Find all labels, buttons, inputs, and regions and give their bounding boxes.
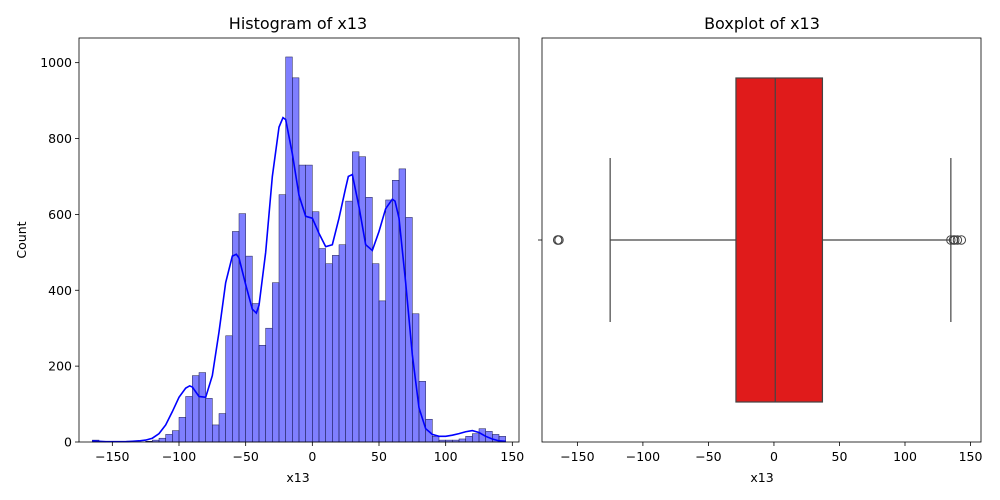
histogram-bar xyxy=(238,213,246,443)
boxplot-x-tick-label: −100 xyxy=(626,449,660,464)
histogram-bar xyxy=(352,151,360,443)
histogram-x-tick-label: 50 xyxy=(371,449,387,464)
histogram-bar xyxy=(312,211,320,443)
histogram-bar xyxy=(358,156,366,443)
histogram-bar xyxy=(185,396,193,443)
histogram-axes-frame xyxy=(78,37,520,443)
histogram-bar xyxy=(372,263,380,443)
histogram-bar xyxy=(285,56,293,443)
histogram-bar xyxy=(458,438,466,443)
boxplot-outlier-point xyxy=(946,235,956,245)
histogram-bar xyxy=(178,417,186,443)
histogram-x-tick-label: 0 xyxy=(308,449,316,464)
histogram-kde-curve xyxy=(92,116,506,443)
histogram-y-tick-label: 800 xyxy=(48,131,72,146)
histogram-bar xyxy=(305,164,313,443)
histogram-x-tick-label: 100 xyxy=(434,449,458,464)
histogram-bar xyxy=(378,300,386,443)
boxplot-title: Boxplot of x13 xyxy=(704,14,820,33)
boxplot-x-tick-label: 50 xyxy=(832,449,848,464)
histogram-x-tick-label: −150 xyxy=(95,449,129,464)
histogram-bar xyxy=(192,375,200,443)
histogram-bar xyxy=(318,248,326,443)
histogram-y-tick-label: 200 xyxy=(48,359,72,374)
histogram-bar xyxy=(172,430,180,443)
histogram-bar xyxy=(272,282,280,443)
boxplot-x-tick-label: 150 xyxy=(959,449,983,464)
histogram-bar xyxy=(252,303,260,443)
histogram-bar xyxy=(392,180,400,443)
histogram-bar xyxy=(345,200,353,443)
boxplot-x-ticks: −150 −100 −50 0 50 100 150 xyxy=(560,442,982,464)
boxplot-outlier-point xyxy=(950,235,960,245)
boxplot-outlier-point xyxy=(952,235,963,245)
histogram-bar xyxy=(325,263,333,443)
histogram-bar xyxy=(225,335,233,443)
histogram-bar xyxy=(405,217,413,443)
boxplot-plot: Boxplot of x13 −150 −100 −50 0 50 100 150 x13 xyxy=(538,14,982,485)
histogram-bar xyxy=(218,413,226,443)
boxplot-x-tick-label: 0 xyxy=(770,449,778,464)
histogram-bar xyxy=(332,255,340,443)
histogram-y-ticks: 0 200 400 600 800 1000 xyxy=(40,55,79,450)
histogram-bar xyxy=(432,436,440,443)
boxplot-x-tick-label: −150 xyxy=(560,449,594,464)
histogram-bar xyxy=(212,424,220,443)
histogram-plot: Histogram of x13 −150 −100 −50 0 50 100 150 0 2… xyxy=(14,14,524,485)
boxplot-outliers xyxy=(553,235,967,245)
histogram-x-tick-label: −100 xyxy=(162,449,196,464)
histogram-bar xyxy=(338,244,346,443)
histogram-bars xyxy=(92,56,506,443)
histogram-y-tick-label: 600 xyxy=(48,207,72,222)
histogram-y-tick-label: 1000 xyxy=(40,55,72,70)
histogram-x-ticks: −150 −100 −50 0 50 100 150 xyxy=(95,442,524,464)
histogram-bar xyxy=(265,327,273,443)
histogram-bar xyxy=(278,194,286,443)
boxplot-x-label: x13 xyxy=(750,470,773,485)
histogram-bar xyxy=(365,197,373,443)
histogram-y-label: Count xyxy=(14,221,29,258)
histogram-bar xyxy=(385,199,393,443)
boxplot-outlier-point xyxy=(554,235,564,245)
histogram-bar xyxy=(198,372,206,443)
histogram-bar xyxy=(232,231,240,443)
histogram-bar xyxy=(245,255,253,443)
histogram-x-tick-label: −50 xyxy=(232,449,258,464)
histogram-bar xyxy=(472,433,480,443)
boxplot-x-tick-label: 100 xyxy=(893,449,917,464)
boxplot-x-tick-label: −50 xyxy=(695,449,721,464)
histogram-bar xyxy=(258,345,266,443)
histogram-title: Histogram of x13 xyxy=(229,14,367,33)
histogram-bar xyxy=(292,77,300,443)
histogram-x-label: x13 xyxy=(286,470,309,485)
histogram-y-tick-label: 0 xyxy=(64,435,72,450)
histogram-y-tick-label: 400 xyxy=(48,283,72,298)
histogram-bar xyxy=(398,168,406,443)
histogram-bar xyxy=(158,437,166,443)
histogram-bar xyxy=(205,398,213,443)
histogram-x-tick-label: 150 xyxy=(500,449,524,464)
histogram-bar xyxy=(165,434,173,443)
histogram-bar xyxy=(465,436,473,443)
boxplot-outlier-point xyxy=(956,235,967,245)
boxplot-iqr-box xyxy=(735,77,824,403)
